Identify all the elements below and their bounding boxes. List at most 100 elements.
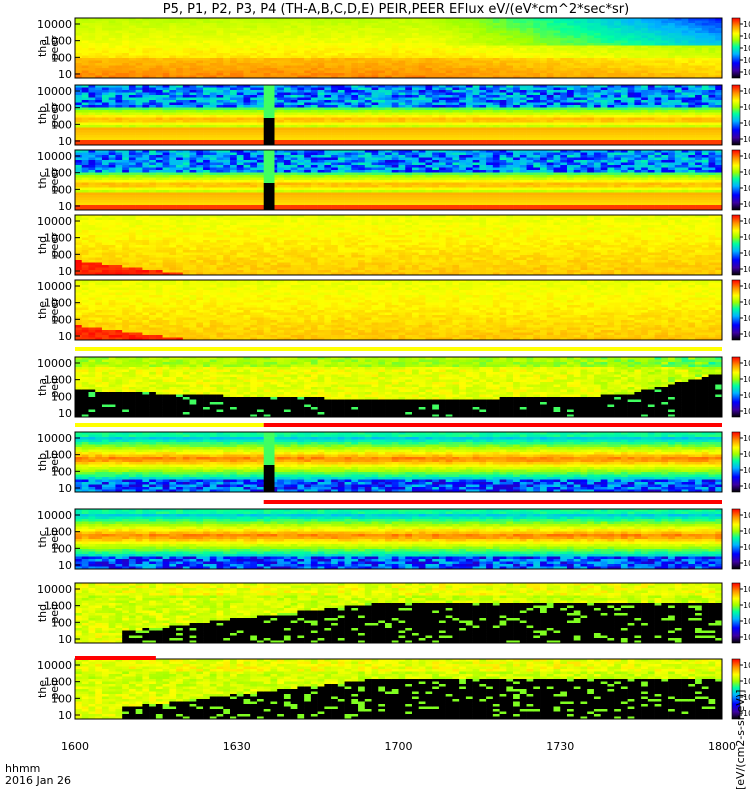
y-tick-label: 100 — [51, 183, 72, 196]
colorbar-tick-label: 108 — [743, 281, 750, 291]
status-bar-segment — [263, 423, 722, 427]
y-tick-label: 1000 — [44, 600, 72, 613]
data-gap-lower — [263, 118, 275, 145]
colorbar — [731, 84, 741, 146]
colorbar-tick-label: 108 — [743, 510, 750, 520]
panel-frame — [74, 17, 723, 79]
colorbar-tick-label: 104 — [743, 67, 750, 77]
colorbar — [731, 431, 741, 493]
panel-label-product: peir — [48, 451, 61, 473]
colorbar — [731, 214, 741, 276]
y-tick-label: 10 — [58, 407, 72, 420]
y-tick-label: 10000 — [37, 280, 72, 293]
colorbar-tick-label: 102 — [743, 329, 750, 339]
colorbar-tick-label: 107 — [743, 31, 750, 41]
colorbar-tick-label: 104 — [743, 465, 750, 475]
y-tick-label: 10 — [58, 265, 72, 278]
panel-frame — [74, 508, 723, 570]
panel-frame — [74, 582, 723, 644]
colorbar-tick-label: 106 — [743, 232, 750, 242]
y-tick-label: 100 — [51, 616, 72, 629]
y-tick-label: 10000 — [37, 150, 72, 163]
data-gap-lower — [263, 465, 275, 492]
panel-label-probe: thb — [36, 453, 49, 471]
panel-label-product: peir — [48, 678, 61, 700]
panels-group: 10 100 1000 10000 tha peer 104 105 106 107 108 10 10… — [36, 17, 750, 722]
panel-frame — [74, 431, 723, 493]
colorbar-tick-label: 108 — [743, 19, 750, 29]
status-bar-segment — [75, 656, 156, 660]
y-tick-label: 1000 — [44, 102, 72, 115]
y-tick-label: 10 — [58, 633, 72, 646]
colorbar-tick-label: 106 — [743, 167, 750, 177]
panel-label-probe: the — [36, 301, 49, 319]
y-tick-label: 100 — [51, 692, 72, 705]
colorbar-tick-label: 106 — [743, 43, 750, 53]
y-tick-label: 10 — [58, 68, 72, 81]
colorbar-tick-label: 108 — [743, 660, 750, 670]
colorbar-tick-label: 102 — [743, 199, 750, 209]
y-tick-label: 10 — [58, 709, 72, 722]
panel-label-product: peer — [48, 297, 61, 323]
y-tick-label: 1000 — [44, 297, 72, 310]
colorbar — [731, 149, 741, 211]
colorbar-tick-label: 106 — [743, 102, 750, 112]
x-label-hhmm: hhmm — [5, 762, 40, 775]
y-tick-label: 1000 — [44, 35, 72, 48]
colorbar-tick-label: 108 — [743, 86, 750, 96]
x-tick-label: 1800 — [708, 740, 736, 753]
y-tick-label: 10000 — [37, 583, 72, 596]
colorbar-tick-label: 102 — [743, 632, 750, 642]
x-tick-label: 1630 — [223, 740, 251, 753]
y-tick-label: 100 — [51, 390, 72, 403]
y-tick-label: 100 — [51, 465, 72, 478]
data-gap-lower — [263, 183, 275, 210]
y-tick-label: 100 — [51, 51, 72, 64]
y-tick-label: 10000 — [37, 18, 72, 31]
panel-label-probe: tha — [36, 378, 49, 396]
colorbar-tick-label: 105 — [743, 55, 750, 65]
status-bar-segment — [75, 423, 264, 427]
colorbar-tick-label: 106 — [743, 297, 750, 307]
y-tick-label: 100 — [51, 313, 72, 326]
y-tick-label: 10000 — [37, 85, 72, 98]
colorbar-tick-label: 108 — [743, 151, 750, 161]
y-tick-label: 10 — [58, 559, 72, 572]
colorbar-tick-label: 106 — [743, 449, 750, 459]
y-tick-label: 1000 — [44, 676, 72, 689]
panel-frame — [74, 149, 723, 211]
colorbar — [731, 17, 741, 79]
status-bar-segment — [263, 500, 722, 504]
y-tick-label: 10000 — [37, 659, 72, 672]
status-bars-group — [75, 347, 722, 660]
y-tick-label: 10000 — [37, 215, 72, 228]
colorbar-tick-label: 108 — [743, 433, 750, 443]
colorbar-tick-label: 104 — [743, 118, 750, 128]
panel-label-probe: thc — [36, 530, 49, 547]
colorbar-tick-label: 106 — [743, 526, 750, 536]
colorbar — [731, 508, 741, 570]
panel-frame — [74, 356, 723, 418]
panel-label-product: peir — [48, 376, 61, 398]
panel-label-probe: tha — [36, 39, 49, 57]
panel-label-product: peir — [48, 602, 61, 624]
colorbar-tick-label: 108 — [743, 216, 750, 226]
colorbar-unit-label: [eV/(cm2-s-sr-eV)] — [734, 690, 747, 790]
y-tick-label: 10 — [58, 482, 72, 495]
y-tick-label: 10000 — [37, 509, 72, 522]
data-gap-upper — [263, 432, 275, 465]
panel-label-product: peer — [48, 167, 61, 193]
colorbar-tick-label: 104 — [743, 616, 750, 626]
colorbar-tick-label: 102 — [743, 708, 750, 718]
colorbar-tick-label: 102 — [743, 481, 750, 491]
colorbar-tick-label: 104 — [743, 692, 750, 702]
y-tick-label: 100 — [51, 542, 72, 555]
y-tick-label: 1000 — [44, 167, 72, 180]
